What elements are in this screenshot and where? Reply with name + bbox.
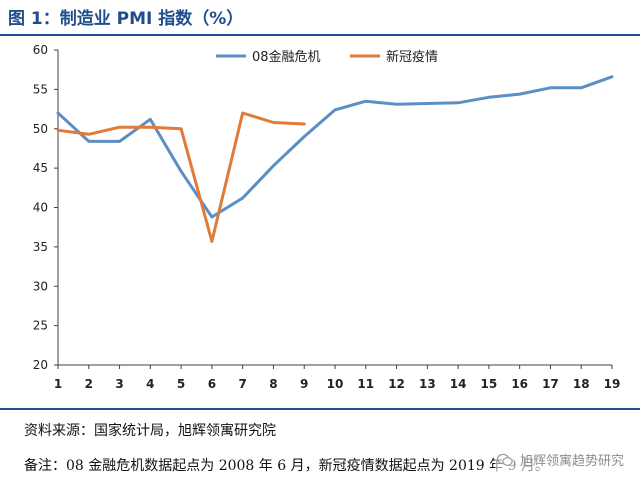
- x-tick-label: 14: [450, 377, 467, 391]
- chart-series: [56, 75, 614, 243]
- y-tick-label: 20: [33, 358, 48, 372]
- y-tick-label: 25: [33, 319, 48, 333]
- x-tick-label: 7: [238, 377, 246, 391]
- footer-divider: [0, 408, 640, 410]
- figure-title: 图 1：制造业 PMI 指数（%）: [8, 9, 244, 29]
- chart-axes: [57, 50, 612, 366]
- wechat-icon: [496, 453, 513, 471]
- x-tick-label: 6: [208, 377, 216, 391]
- chart-legend: 08金融危机 新冠疫情: [216, 49, 438, 65]
- x-tick-label: 8: [269, 377, 277, 391]
- watermark-text: 旭辉领寓趋势研究: [519, 454, 624, 469]
- x-tick-label: 3: [115, 377, 123, 391]
- series-line-1: [56, 75, 614, 219]
- x-tick-label: 1: [54, 377, 62, 391]
- x-tick-label: 2: [85, 377, 93, 391]
- x-tick-label: 10: [327, 377, 344, 391]
- watermark: 旭辉领寓趋势研究: [494, 450, 626, 471]
- x-tick-label: 5: [177, 377, 185, 391]
- x-tick-label: 18: [573, 377, 590, 391]
- legend-label-1: 08金融危机: [252, 49, 321, 65]
- x-tick-label: 16: [511, 377, 528, 391]
- x-tick-label: 17: [542, 377, 559, 391]
- y-tick-label: 35: [33, 240, 48, 254]
- x-tick-label: 12: [388, 377, 405, 391]
- y-tick-label: 55: [33, 82, 48, 96]
- y-tick-label: 50: [33, 122, 48, 136]
- series-line-2: [56, 111, 306, 243]
- x-axis-ticks: 1 2 3 4 5 6 7 8 9 10 11 12 13 14 15 16 17 18 19: [54, 365, 621, 391]
- x-tick-label: 19: [604, 377, 621, 391]
- x-tick-label: 11: [357, 377, 374, 391]
- x-tick-label: 13: [419, 377, 436, 391]
- y-tick-label: 60: [33, 43, 48, 57]
- x-tick-label: 9: [300, 377, 308, 391]
- y-tick-label: 45: [33, 161, 48, 175]
- y-tick-label: 30: [33, 279, 48, 293]
- remark-note: 备注：08 金融危机数据起点为 2008 年 6 月，新冠疫情数据起点为 201…: [24, 458, 549, 474]
- legend-label-2: 新冠疫情: [386, 49, 438, 65]
- title-divider: [0, 34, 640, 36]
- x-tick-label: 4: [146, 377, 154, 391]
- y-axis-ticks: 20 25 30 35 40 45 50 55 60: [33, 43, 58, 372]
- x-tick-label: 15: [481, 377, 498, 391]
- y-tick-label: 40: [33, 201, 48, 215]
- source-note: 资料来源：国家统计局，旭辉领寓研究院: [24, 423, 276, 439]
